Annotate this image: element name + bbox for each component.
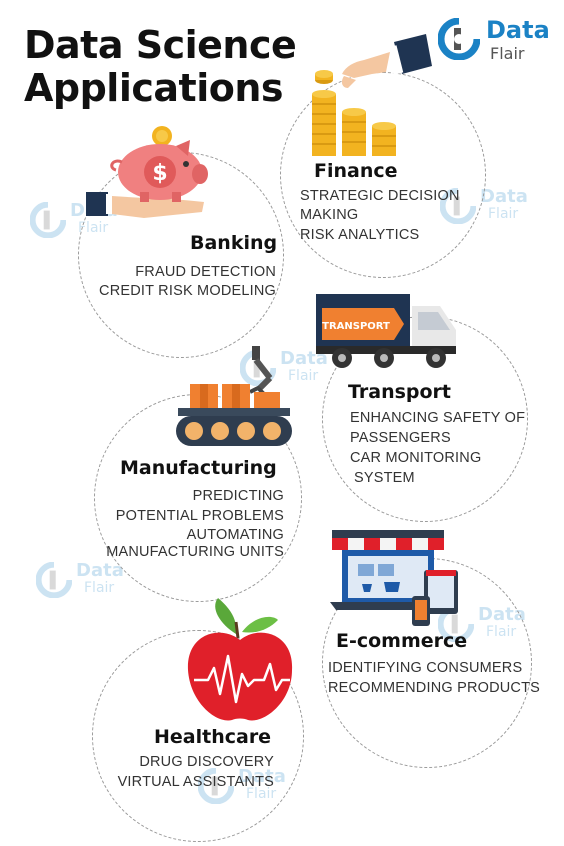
- watermark-text-flair: Flair: [488, 206, 519, 222]
- healthcare-circle: [92, 630, 304, 842]
- ecommerce-heading: E-commerce: [336, 630, 468, 652]
- watermark-text-data: Data: [76, 560, 124, 581]
- manufacturing-item: MANUFACTURING UNITS: [106, 544, 284, 560]
- watermark-text-data: Data: [280, 348, 328, 369]
- transport-item: CAR MONITORING: [350, 450, 482, 466]
- logo-text-flair: Flair: [490, 44, 525, 63]
- manufacturing-item: POTENTIAL PROBLEMS: [115, 508, 284, 524]
- manufacturing-item: PREDICTING: [192, 488, 284, 504]
- manufacturing-item: AUTOMATING: [186, 527, 284, 543]
- banking-item: FRAUD DETECTION: [135, 264, 276, 280]
- finance-heading: Finance: [314, 160, 398, 182]
- transport-item: SYSTEM: [354, 470, 415, 486]
- title-line-2: Applications: [24, 66, 284, 110]
- ecommerce-item: RECOMMENDING PRODUCTS: [328, 680, 541, 696]
- banking-item: CREDIT RISK MODELING: [99, 283, 276, 299]
- online-store-icon: [330, 530, 458, 626]
- piggy-bank-icon: $: [86, 126, 208, 218]
- svg-text:$: $: [152, 161, 167, 186]
- healthcare-item: DRUG DISCOVERY: [139, 754, 274, 770]
- finance-item: MAKING: [300, 207, 359, 223]
- logo-text-data: Data: [486, 16, 550, 44]
- ecommerce-item: IDENTIFYING CONSUMERS: [328, 660, 523, 676]
- apple-heartbeat-icon: [187, 598, 293, 721]
- healthcare-heading: Healthcare: [154, 726, 272, 748]
- watermark-icon: [29, 201, 67, 239]
- finance-circle: [280, 72, 486, 278]
- watermark-text-flair: Flair: [288, 368, 319, 384]
- watermark-text-data: Data: [480, 186, 528, 207]
- watermark-icon: [35, 561, 73, 599]
- transport-item: ENHANCING SAFETY OF: [350, 410, 526, 426]
- finance-item: RISK ANALYTICS: [300, 227, 420, 243]
- transport-heading: Transport: [348, 381, 452, 403]
- truck-label: TRANSPORT: [322, 321, 390, 332]
- title-line-1: Data Science: [24, 23, 297, 67]
- manufacturing-heading: Manufacturing: [120, 457, 277, 479]
- hand-coins-icon: [312, 34, 432, 156]
- finance-item: STRATEGIC DECISION: [300, 188, 460, 204]
- dataflair-logo-icon: [438, 18, 480, 60]
- dataflair-logo: Data Flair: [438, 14, 558, 64]
- healthcare-item: VIRTUAL ASSISTANTS: [117, 774, 274, 790]
- conveyor-robot-arm-icon: [176, 346, 292, 446]
- banking-heading: Banking: [190, 232, 278, 254]
- watermark-text-flair: Flair: [84, 580, 115, 596]
- truck-icon: TRANSPORT: [316, 294, 456, 368]
- page-title: Data Science Applications: [24, 23, 297, 110]
- transport-item: PASSENGERS: [350, 430, 451, 446]
